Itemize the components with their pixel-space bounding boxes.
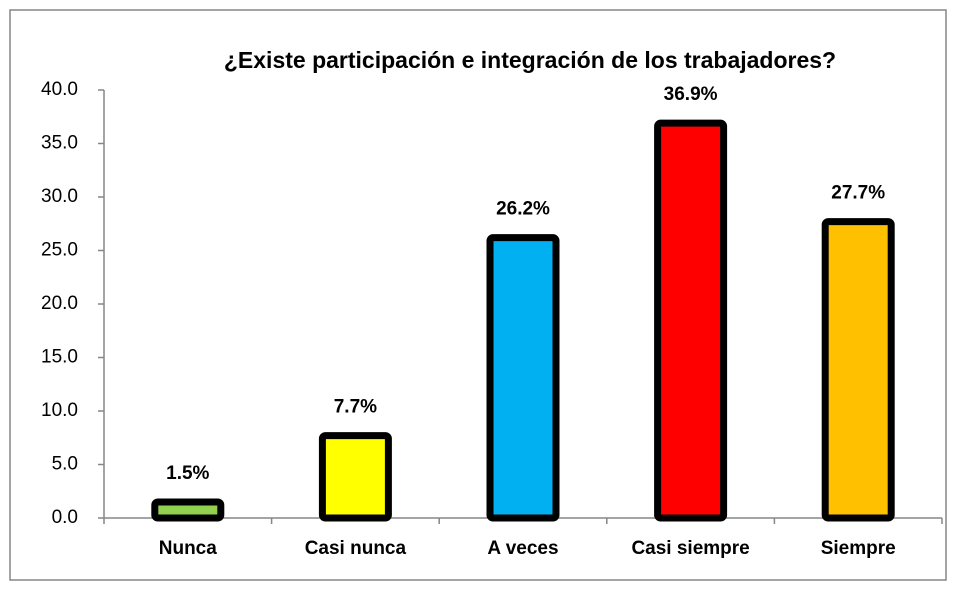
- bar: [821, 218, 895, 522]
- y-tick-label: 35.0: [41, 133, 78, 154]
- bar: [318, 432, 392, 522]
- data-label: 7.7%: [334, 397, 377, 418]
- bar: [486, 234, 560, 522]
- data-label: 1.5%: [166, 463, 209, 484]
- y-tick-label: 0.0: [52, 507, 78, 528]
- data-label: 36.9%: [664, 84, 718, 105]
- y-tick-label: 15.0: [41, 347, 78, 368]
- data-label: 27.7%: [831, 183, 885, 204]
- x-tick-label: A veces: [487, 538, 558, 559]
- y-tick-label: 40.0: [41, 79, 78, 100]
- chart-title: ¿Existe participación e integración de l…: [224, 47, 836, 73]
- y-tick-label: 25.0: [41, 240, 78, 261]
- y-tick-label: 10.0: [41, 400, 78, 421]
- chart-border: [9, 9, 947, 581]
- bar: [654, 119, 728, 522]
- bar: [151, 498, 225, 522]
- x-tick-label: Nunca: [159, 538, 218, 559]
- y-tick-label: 5.0: [52, 454, 78, 475]
- data-label: 26.2%: [496, 199, 550, 220]
- y-tick-label: 30.0: [41, 186, 78, 207]
- x-tick-label: Casi siempre: [631, 538, 749, 559]
- y-tick-label: 20.0: [41, 293, 78, 314]
- x-tick-label: Siempre: [821, 538, 896, 559]
- x-tick-label: Casi nunca: [305, 538, 407, 559]
